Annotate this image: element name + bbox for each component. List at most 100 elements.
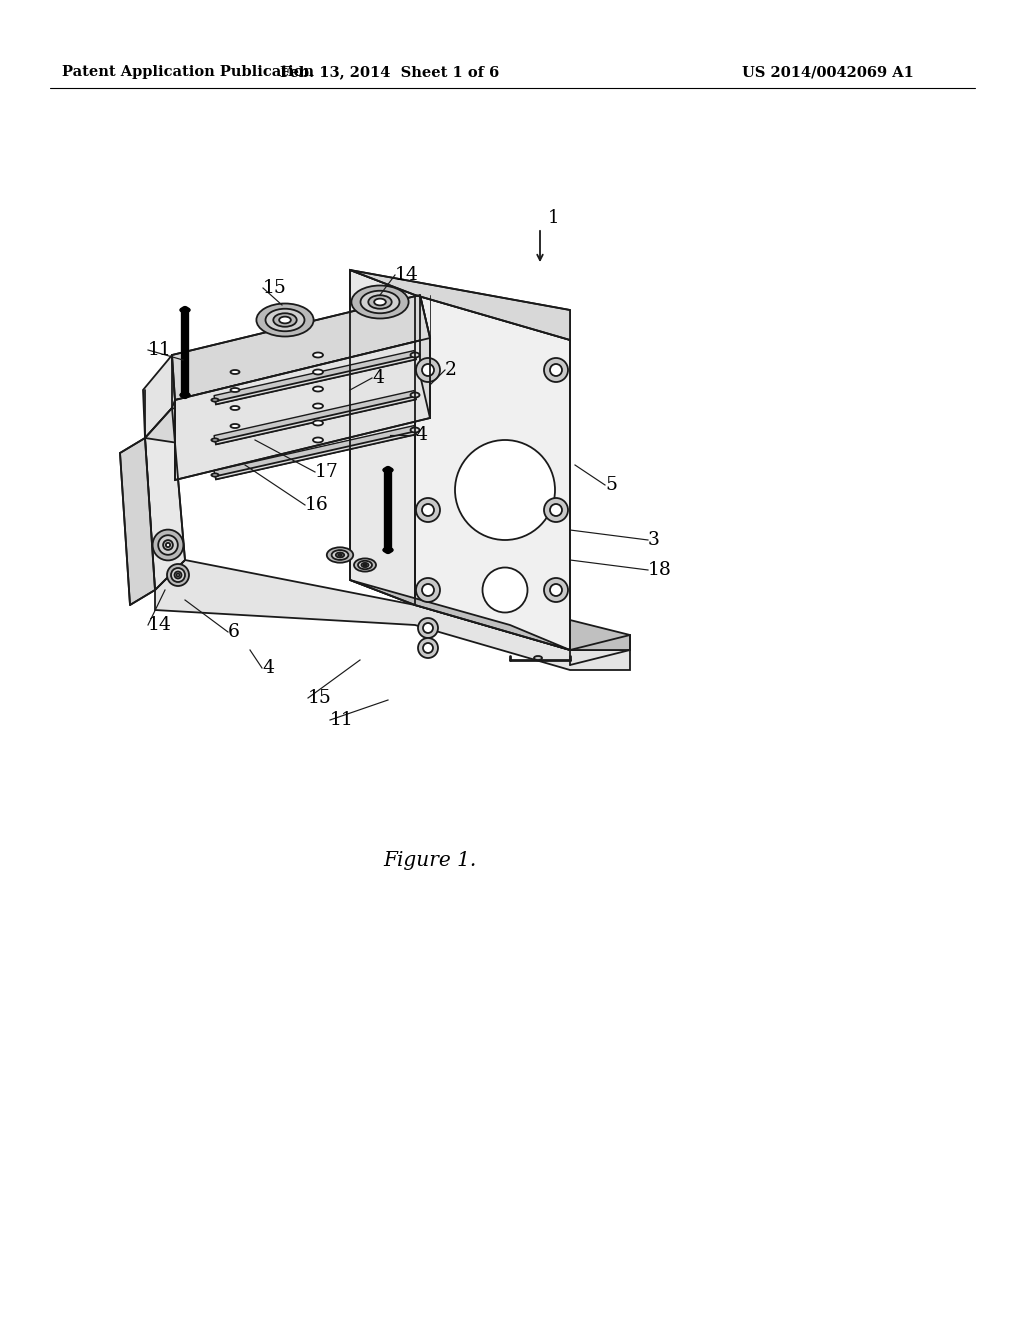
Ellipse shape <box>550 364 562 376</box>
Ellipse shape <box>416 358 440 381</box>
Ellipse shape <box>313 387 323 392</box>
Ellipse shape <box>422 504 434 516</box>
Ellipse shape <box>211 438 218 442</box>
Ellipse shape <box>422 583 434 597</box>
Polygon shape <box>214 391 416 445</box>
Ellipse shape <box>358 561 372 569</box>
Ellipse shape <box>256 304 313 337</box>
Ellipse shape <box>550 583 562 597</box>
Ellipse shape <box>383 548 393 553</box>
Ellipse shape <box>176 573 179 577</box>
Ellipse shape <box>265 309 304 331</box>
Ellipse shape <box>544 498 568 521</box>
Ellipse shape <box>211 399 218 401</box>
Text: 16: 16 <box>305 496 329 513</box>
Polygon shape <box>214 351 416 404</box>
Ellipse shape <box>313 437 323 442</box>
Text: Patent Application Publication: Patent Application Publication <box>62 65 314 79</box>
Polygon shape <box>155 560 630 671</box>
Ellipse shape <box>416 578 440 602</box>
Ellipse shape <box>416 498 440 521</box>
Ellipse shape <box>313 370 323 375</box>
Text: 4: 4 <box>372 370 384 387</box>
Ellipse shape <box>364 564 367 566</box>
Ellipse shape <box>550 504 562 516</box>
Ellipse shape <box>230 388 240 392</box>
Ellipse shape <box>171 568 185 582</box>
Ellipse shape <box>180 308 190 313</box>
Ellipse shape <box>423 643 433 653</box>
Ellipse shape <box>166 543 170 546</box>
Ellipse shape <box>336 553 344 557</box>
Polygon shape <box>420 294 430 418</box>
Text: 18: 18 <box>648 561 672 579</box>
Text: US 2014/0042069 A1: US 2014/0042069 A1 <box>742 65 913 79</box>
Ellipse shape <box>418 638 438 657</box>
Polygon shape <box>350 271 415 605</box>
Text: 3: 3 <box>648 531 659 549</box>
Polygon shape <box>570 620 630 649</box>
Ellipse shape <box>411 392 420 397</box>
Text: 15: 15 <box>263 279 287 297</box>
Ellipse shape <box>174 572 181 578</box>
Text: 17: 17 <box>315 463 339 480</box>
Ellipse shape <box>332 550 348 560</box>
Text: 2: 2 <box>445 360 457 379</box>
Ellipse shape <box>383 467 393 473</box>
Ellipse shape <box>273 313 297 327</box>
Ellipse shape <box>158 535 178 554</box>
Ellipse shape <box>412 429 419 432</box>
Ellipse shape <box>369 296 392 309</box>
Text: 5: 5 <box>605 477 617 494</box>
Polygon shape <box>143 355 175 438</box>
Ellipse shape <box>163 540 173 550</box>
Text: 11: 11 <box>330 711 353 729</box>
Ellipse shape <box>354 558 376 572</box>
Ellipse shape <box>544 358 568 381</box>
Ellipse shape <box>411 352 420 358</box>
Ellipse shape <box>360 290 399 313</box>
Ellipse shape <box>230 424 240 428</box>
Polygon shape <box>415 294 570 649</box>
Ellipse shape <box>422 364 434 376</box>
Text: 14: 14 <box>395 267 419 284</box>
Polygon shape <box>215 432 416 479</box>
Ellipse shape <box>230 370 240 374</box>
Ellipse shape <box>412 393 419 396</box>
Ellipse shape <box>361 562 369 568</box>
Ellipse shape <box>374 298 386 305</box>
Polygon shape <box>350 579 570 649</box>
Ellipse shape <box>280 317 291 323</box>
Polygon shape <box>145 408 185 590</box>
Polygon shape <box>172 294 430 400</box>
Polygon shape <box>350 271 570 341</box>
Polygon shape <box>145 408 200 444</box>
Text: 14: 14 <box>148 616 172 634</box>
Polygon shape <box>120 438 155 605</box>
Text: 4: 4 <box>262 659 274 677</box>
Ellipse shape <box>534 656 542 660</box>
Ellipse shape <box>211 474 218 477</box>
Text: 6: 6 <box>228 623 240 642</box>
Polygon shape <box>215 396 416 445</box>
Text: 11: 11 <box>148 341 172 359</box>
Text: Feb. 13, 2014  Sheet 1 of 6: Feb. 13, 2014 Sheet 1 of 6 <box>281 65 500 79</box>
Ellipse shape <box>313 352 323 358</box>
Polygon shape <box>215 356 416 404</box>
Ellipse shape <box>412 354 419 356</box>
Ellipse shape <box>327 548 353 562</box>
Ellipse shape <box>411 428 420 433</box>
Ellipse shape <box>544 578 568 602</box>
Ellipse shape <box>230 407 240 411</box>
Text: 4: 4 <box>415 426 427 444</box>
Ellipse shape <box>418 618 438 638</box>
Ellipse shape <box>180 392 190 397</box>
Ellipse shape <box>313 404 323 408</box>
Text: 1: 1 <box>548 209 559 227</box>
Text: Figure 1.: Figure 1. <box>383 850 476 870</box>
Ellipse shape <box>455 440 555 540</box>
Ellipse shape <box>313 421 323 425</box>
Polygon shape <box>214 425 416 479</box>
Text: 15: 15 <box>308 689 332 708</box>
Ellipse shape <box>167 564 189 586</box>
